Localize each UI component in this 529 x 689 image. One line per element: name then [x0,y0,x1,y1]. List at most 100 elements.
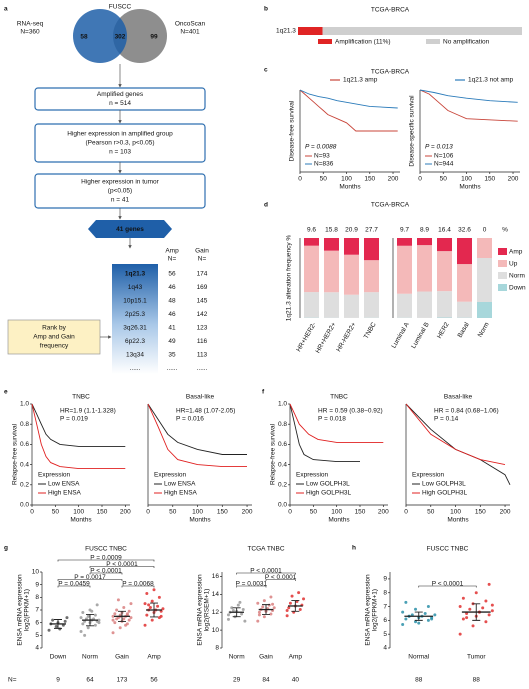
data-point [426,605,430,609]
step-text: (Pearson r>0.3, p<0.05) [85,140,154,147]
panel-label: b [264,6,268,13]
y-tick-label: 12 [212,609,220,616]
chart-title: TCGA-BRCA [371,69,410,76]
step-text: n = 103 [109,149,131,156]
data-point [414,620,418,624]
n-value: 9 [56,677,60,684]
data-point [257,610,261,614]
bracket [89,572,123,575]
table-cell: 174 [197,271,208,278]
x-tick-label: Down [50,654,67,661]
x-axis-label: Months [459,184,481,191]
x-tick-label: Norm [477,321,491,338]
p-label: P = 0.0459 [58,580,90,587]
data-point [484,599,488,603]
data-point [159,614,163,618]
y-tick-label: 16 [212,573,220,580]
bar-segment [457,301,472,318]
legend-swatch [318,39,332,44]
n-value: 173 [117,677,128,684]
bar-segment [417,291,432,318]
data-point [143,602,147,606]
data-point [150,599,154,603]
data-point [54,624,58,628]
n-value: 84 [262,677,270,684]
chart-title: FUSCC TNBC [85,546,127,553]
chart-title: TCGA-BRCA [371,7,410,14]
p-label: P = 0.0031 [236,580,268,587]
table-cell: 142 [197,311,208,318]
venn-count: 58 [80,34,88,41]
bar-segment [397,245,412,294]
x-tick-label: 200 [500,509,511,516]
data-point [157,595,161,599]
data-point [487,582,491,586]
table-cell: 3q26.31 [123,325,147,332]
y-tick-label: 7 [383,603,387,610]
survival-curve [419,89,518,122]
bracket [57,585,91,588]
table-cell: 1q43 [128,284,143,291]
x-tick-label: HR+HER2- [295,321,317,353]
rank-box [7,319,101,355]
y-tick-label: 0.8 [20,421,29,428]
data-point [231,608,235,612]
x-tick-label: 0 [404,509,408,516]
data-point [256,601,260,605]
legend-label: High GOLPH3L [306,490,352,497]
n-label: N= [8,677,17,684]
panel-label: c [264,67,268,74]
y-tick-label: 8 [383,589,387,596]
data-point [297,591,301,595]
x-tick-label: 50 [310,509,318,516]
panel-label: e [4,389,8,396]
data-point [226,617,230,621]
table-cell: ...... [130,365,141,372]
legend-swatch [498,248,507,255]
table-cell: 56 [168,271,176,278]
data-point [111,614,115,618]
data-point [127,609,131,613]
step-text: Higher expression in amplified group [67,131,173,138]
hexagon-text: 41 genes [116,226,144,233]
table-cell: 46 [168,311,176,318]
data-point [116,598,120,602]
table-cell: 13q34 [126,352,144,359]
y-tick-label: 4 [35,645,39,652]
data-point [272,606,276,610]
data-point [484,620,488,624]
step-text: n = 41 [111,197,130,204]
legend-label: Low GOLPH3L [422,481,466,488]
y-axis-label: ENSA mRNA expression [17,574,24,646]
data-point [298,608,302,612]
error-bar [291,600,300,612]
x-axis-label: Months [328,517,350,524]
data-point [262,599,266,603]
data-point [124,623,128,627]
step-text: n = 514 [109,100,131,107]
x-tick-label: Luminal A [390,321,411,350]
bar-segment [477,258,492,302]
bar-segment [417,245,432,292]
x-tick-label: 200 [120,509,131,516]
x-tick-label: HER2 [436,321,451,340]
bracket [57,559,155,562]
y-tick-label: 6 [383,617,387,624]
survival-curve [289,403,360,463]
table-cell: 145 [197,298,208,305]
x-tick-label: TNBC [363,321,378,340]
data-point [474,591,478,595]
hexagon [88,220,172,238]
data-point [127,618,131,622]
bar-segment [324,238,339,251]
y-tick-label: 10 [212,627,220,634]
data-point [63,619,67,623]
survival-curve [31,403,126,447]
data-point [241,608,245,612]
x-tick-label: 50 [427,509,435,516]
data-point [115,608,119,612]
p-label: P = 0.0068 [122,580,154,587]
y-axis-label: log2(FPKM+1) [372,589,379,631]
p-label: P < 0.0001 [106,561,138,568]
chart-title: FUSCC TNBC [427,546,469,553]
